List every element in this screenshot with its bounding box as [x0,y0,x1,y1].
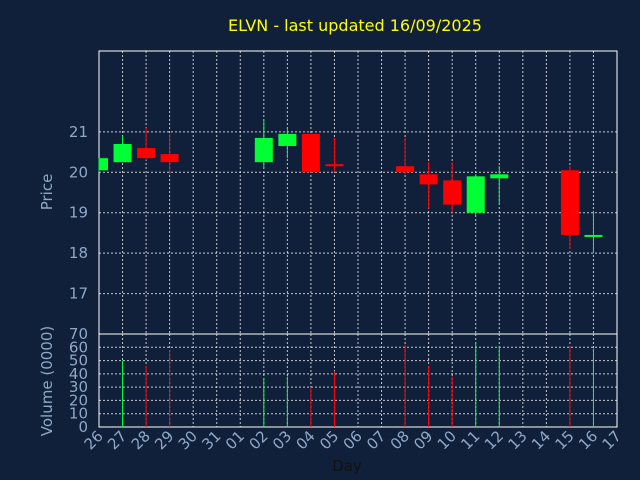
volume-tick-label: 0 [78,418,88,436]
candle-body [325,164,344,167]
price-tick-label: 18 [69,244,88,262]
volume-panel [98,333,618,428]
volume-tick-label: 10 [69,405,88,423]
day-tick-label: 02 [245,427,271,453]
price-grid [98,51,618,334]
day-tick-label: 12 [481,427,507,453]
candle-body [466,176,485,213]
x-axis-label: Day [332,457,362,475]
candle-body [254,137,273,163]
day-tick-label: 31 [198,427,224,453]
candle-body [419,174,438,185]
day-tick-label: 13 [504,427,530,453]
day-axis: 2627282930310102030405060708091011121314… [81,427,625,453]
day-tick-label: 14 [528,427,554,453]
candle-body [278,133,297,147]
candle-body [443,180,462,205]
candle-body [560,170,579,235]
price-axis-label: Price [38,174,56,211]
volume-tick-label: 60 [69,338,88,356]
day-tick-label: 11 [457,427,483,453]
day-tick-label: 29 [151,427,177,453]
day-tick-label: 30 [175,427,201,453]
day-tick-label: 04 [293,427,319,453]
candle-body [113,143,132,163]
price-tick-label: 21 [69,123,88,141]
day-tick-label: 03 [269,427,295,453]
chart-title: ELVN - last updated 16/09/2025 [228,16,482,35]
volume-tick-label: 20 [69,391,88,409]
day-tick-label: 07 [363,427,389,453]
price-axis: 17 18 19 20 21 [69,123,88,303]
price-tick-label: 19 [69,204,88,222]
day-tick-label: 27 [104,427,130,453]
volume-tick-label: 70 [69,325,88,343]
candle-body [99,158,108,171]
day-tick-label: 10 [434,427,460,453]
candle-body [160,154,179,163]
day-tick-label: 06 [340,427,366,453]
day-tick-label: 16 [575,427,601,453]
day-tick-label: 17 [599,427,625,453]
candle-body [137,148,156,159]
volume-grid [98,333,618,428]
candle-body [301,133,320,173]
day-tick-label: 08 [387,427,413,453]
volume-bars [122,341,594,427]
volume-tick-label: 30 [69,378,88,396]
volume-tick-label: 40 [69,365,88,383]
price-tick-label: 20 [69,163,88,181]
candles [98,119,603,254]
day-tick-label: 28 [128,427,154,453]
candle-body [584,234,603,237]
day-tick-label: 09 [410,427,436,453]
price-tick-label: 17 [69,285,88,303]
candle-body [490,174,509,179]
candle-body [396,166,415,173]
volume-tick-label: 50 [69,352,88,370]
day-tick-label: 01 [222,427,248,453]
volume-axis-label: Volume (0000) [38,326,56,436]
day-tick-label: 15 [552,427,578,453]
day-tick-label: 05 [316,427,342,453]
